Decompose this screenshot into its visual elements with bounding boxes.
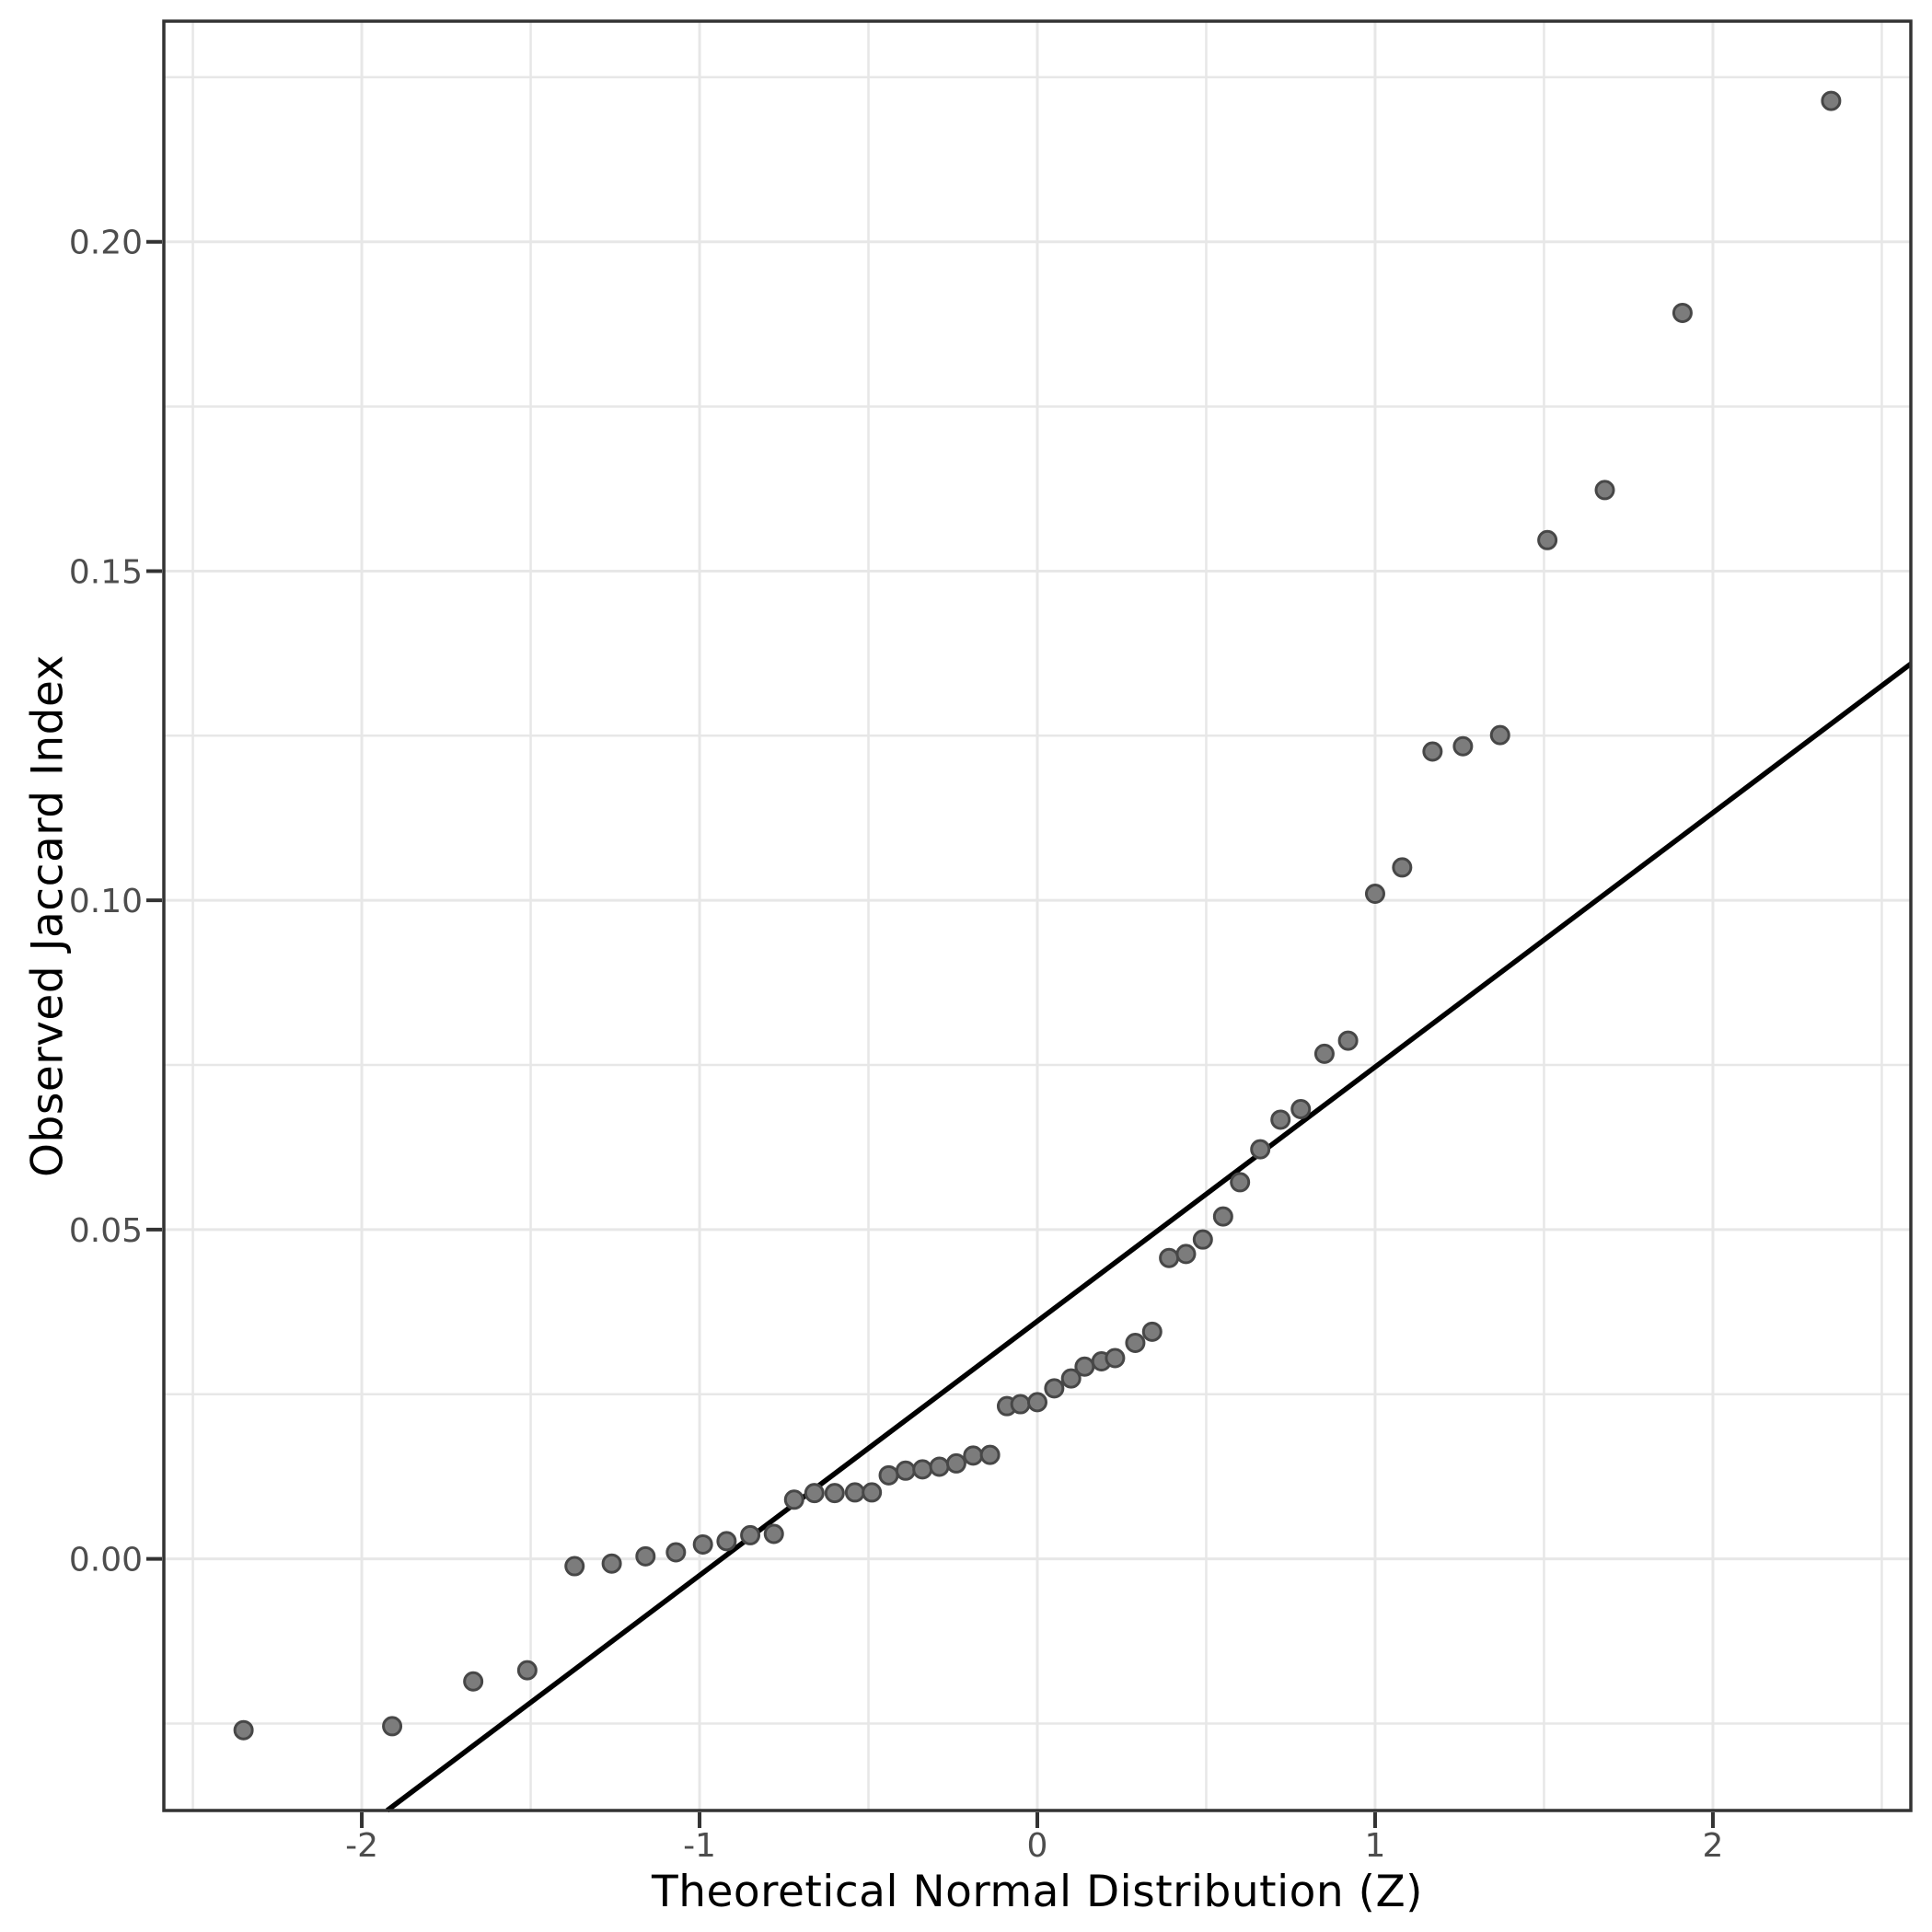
data-point xyxy=(601,1553,622,1574)
data-point xyxy=(382,1716,403,1737)
x-tick-label: 2 xyxy=(1702,1827,1723,1865)
data-point xyxy=(1212,1206,1233,1227)
data-point xyxy=(929,1456,950,1477)
data-point xyxy=(1290,1098,1312,1119)
data-point xyxy=(564,1556,585,1577)
data-point xyxy=(1422,741,1443,762)
data-point xyxy=(1270,1109,1291,1130)
data-point xyxy=(1159,1247,1180,1268)
data-point xyxy=(1250,1139,1271,1160)
data-point xyxy=(463,1671,484,1692)
y-axis-title: Observed Jaccard Index xyxy=(22,654,74,1177)
data-point xyxy=(979,1444,1001,1465)
data-point xyxy=(1074,1356,1095,1377)
y-tick-label: 0.20 xyxy=(69,225,143,262)
data-point xyxy=(692,1533,713,1555)
x-axis-title: Theoretical Normal Distribution (Z) xyxy=(651,1867,1423,1917)
data-point xyxy=(635,1545,656,1567)
data-point xyxy=(1337,1030,1359,1051)
data-point xyxy=(783,1489,804,1510)
data-point xyxy=(1060,1368,1082,1389)
data-point xyxy=(1175,1244,1197,1265)
qq-reference-line xyxy=(385,661,1913,1813)
data-point xyxy=(1141,1321,1163,1342)
data-point xyxy=(1821,90,1842,111)
data-point xyxy=(1594,480,1615,501)
data-point xyxy=(763,1523,784,1544)
data-point xyxy=(1230,1172,1251,1193)
data-point xyxy=(963,1445,984,1466)
data-point xyxy=(1537,529,1558,550)
data-point xyxy=(1125,1332,1146,1353)
data-point xyxy=(912,1459,933,1480)
data-point xyxy=(1010,1394,1031,1415)
data-point xyxy=(1105,1348,1126,1369)
data-point xyxy=(1672,302,1693,323)
data-point xyxy=(1489,724,1510,746)
data-point xyxy=(824,1483,845,1504)
data-point xyxy=(665,1542,687,1563)
panel-border xyxy=(162,19,1913,1812)
data-point xyxy=(516,1660,538,1681)
data-point xyxy=(716,1531,737,1552)
data-point xyxy=(1452,735,1474,757)
data-point xyxy=(895,1460,916,1481)
x-tick-label: -1 xyxy=(683,1827,716,1865)
data-point xyxy=(1364,884,1385,905)
x-tick-label: 0 xyxy=(1027,1827,1048,1865)
data-point xyxy=(862,1482,883,1503)
data-point xyxy=(1392,857,1413,878)
data-point xyxy=(1192,1229,1213,1250)
data-point xyxy=(945,1452,966,1474)
data-point xyxy=(740,1524,761,1545)
data-point xyxy=(804,1483,825,1504)
data-point xyxy=(1044,1378,1065,1399)
data-point xyxy=(233,1719,254,1741)
data-point xyxy=(878,1464,899,1486)
y-tick-label: 0.10 xyxy=(69,883,143,920)
data-point xyxy=(1313,1043,1335,1064)
y-tick-label: 0.15 xyxy=(69,553,143,591)
data-point xyxy=(844,1482,865,1503)
x-tick-label: -2 xyxy=(345,1827,378,1865)
x-tick-label: 1 xyxy=(1365,1827,1386,1865)
y-tick-label: 0.00 xyxy=(69,1542,143,1579)
data-point xyxy=(1027,1392,1047,1413)
y-tick-label: 0.05 xyxy=(69,1212,143,1250)
